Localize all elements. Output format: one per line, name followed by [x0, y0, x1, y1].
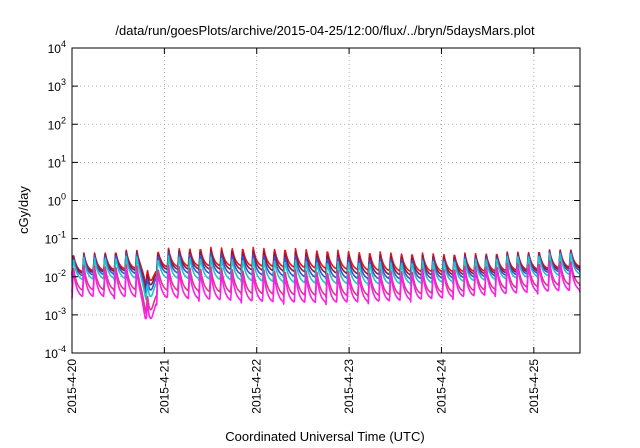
x-tick-label: 2015-4-22 — [250, 359, 264, 414]
series-line — [71, 262, 581, 320]
y-tick-label: 10-3 — [45, 306, 66, 323]
x-tick-label: 2015-4-25 — [527, 359, 541, 414]
y-tick-label: 100 — [48, 192, 66, 209]
x-axis-title: Coordinated Universal Time (UTC) — [225, 429, 424, 444]
y-ticks: 10-4 10-3 10-2 10-1 100 101 102 103 104 — [45, 39, 580, 361]
y-tick-label: 102 — [48, 115, 66, 132]
y-tick-label: 104 — [48, 39, 66, 56]
series-lines — [71, 246, 581, 320]
x-tick-label: 2015-4-23 — [342, 359, 356, 414]
y-tick-label: 103 — [48, 77, 66, 94]
y-tick-label: 101 — [48, 153, 66, 170]
x-tick-label: 2015-4-24 — [434, 359, 448, 414]
plot-frame — [71, 47, 581, 354]
y-axis-title: cGy/day — [16, 186, 31, 234]
y-tick-label: 10-1 — [45, 230, 66, 247]
y-tick-label: 10-4 — [45, 344, 66, 361]
y-tick-label: 10-2 — [45, 268, 66, 285]
x-tick-label: 2015-4-21 — [157, 359, 171, 414]
x-tick-label: 2015-4-20 — [65, 359, 79, 414]
x-ticks: 2015-4-20 2015-4-21 2015-4-22 2015-4-23 2015… — [65, 48, 541, 414]
chart-title: /data/run/goesPlots/archive/2015-04-25/1… — [115, 23, 535, 38]
